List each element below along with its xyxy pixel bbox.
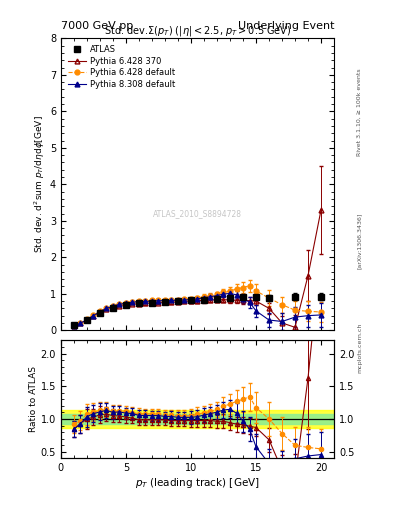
Text: Underlying Event: Underlying Event — [237, 20, 334, 31]
Text: [arXiv:1306.3436]: [arXiv:1306.3436] — [357, 212, 362, 269]
Text: 7000 GeV pp: 7000 GeV pp — [61, 20, 133, 31]
Bar — [61, 410, 334, 428]
Bar — [61, 414, 334, 423]
Text: Rivet 3.1.10, ≥ 100k events: Rivet 3.1.10, ≥ 100k events — [357, 69, 362, 157]
Y-axis label: Std. dev. d$^2$sum $p_T$/d$\eta$d$\phi$[GeV]: Std. dev. d$^2$sum $p_T$/d$\eta$d$\phi$[… — [33, 115, 47, 253]
Text: ATLAS_2010_S8894728: ATLAS_2010_S8894728 — [153, 209, 242, 218]
Text: mcplots.cern.ch: mcplots.cern.ch — [357, 323, 362, 373]
Y-axis label: Ratio to ATLAS: Ratio to ATLAS — [29, 367, 38, 432]
Title: Std. dev.$\Sigma(p_T)$ ($|\eta| < 2.5$, $p_T > 0.5$ GeV): Std. dev.$\Sigma(p_T)$ ($|\eta| < 2.5$, … — [104, 25, 291, 38]
Legend: ATLAS, Pythia 6.428 370, Pythia 6.428 default, Pythia 8.308 default: ATLAS, Pythia 6.428 370, Pythia 6.428 de… — [65, 42, 178, 91]
X-axis label: $p_T$ (leading track) [GeV]: $p_T$ (leading track) [GeV] — [135, 476, 260, 490]
